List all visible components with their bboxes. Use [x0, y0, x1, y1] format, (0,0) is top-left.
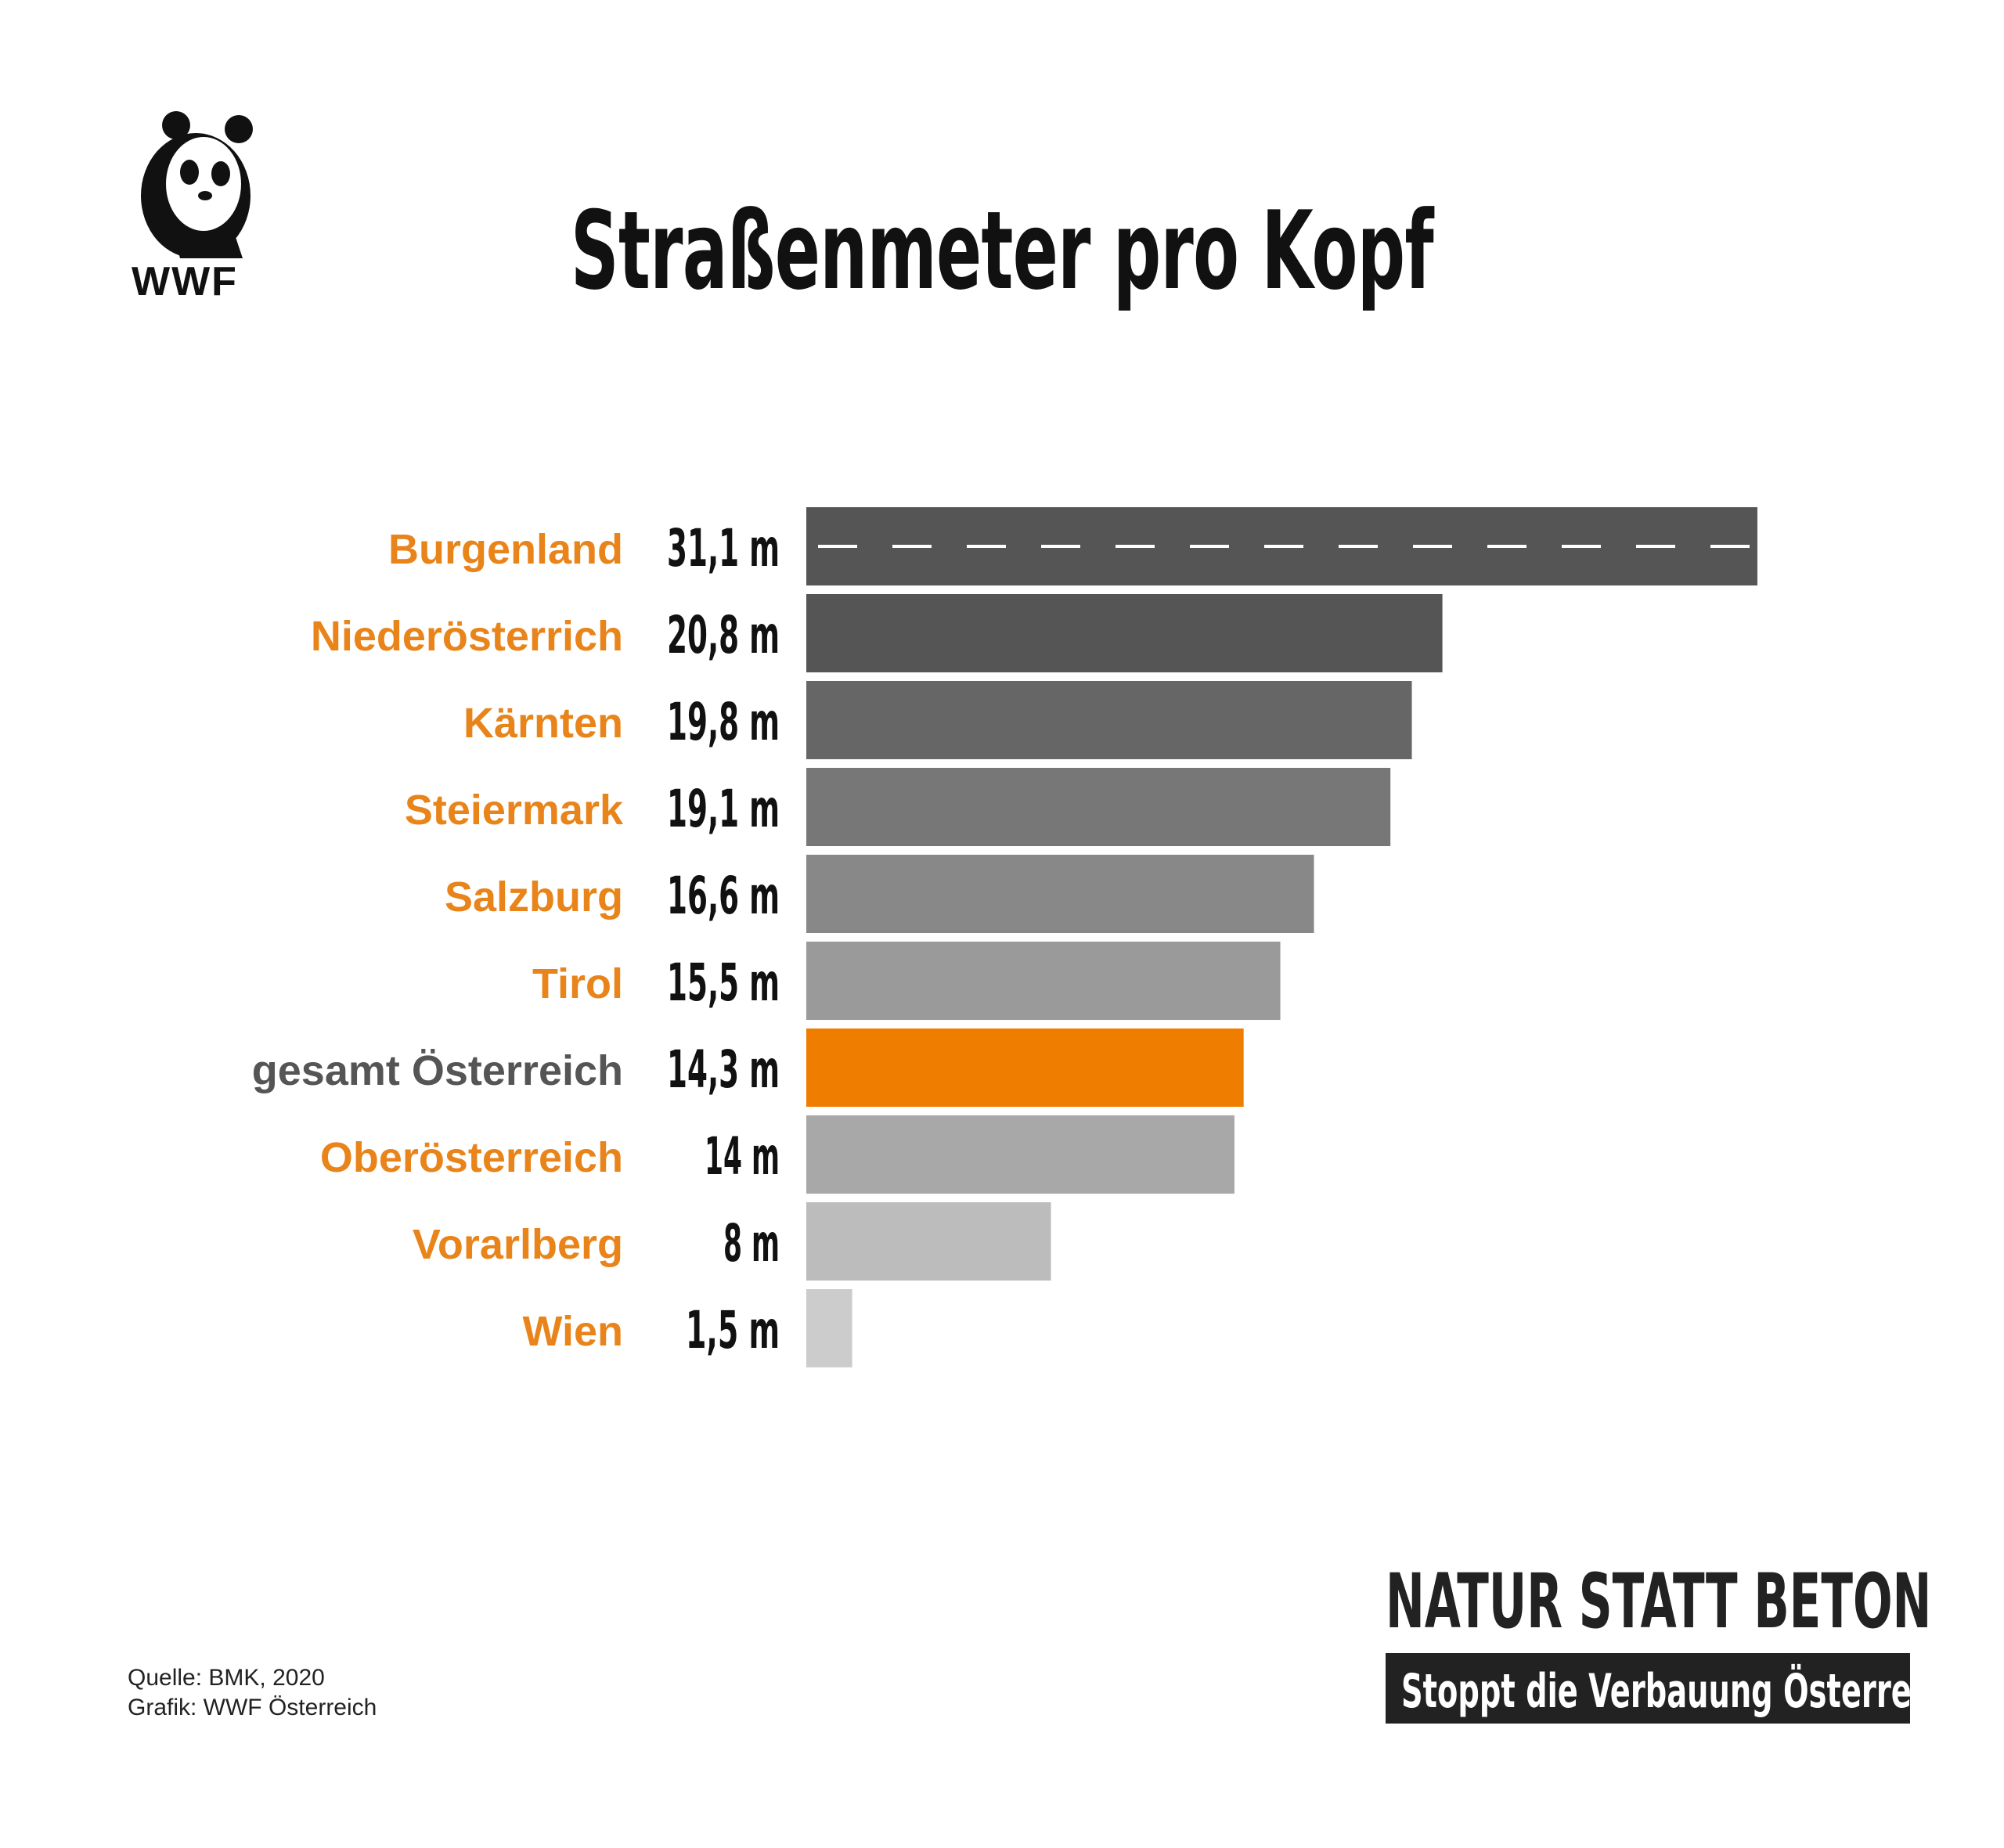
bar-2 — [806, 681, 1412, 759]
bar-chart: Burgenland 31,1 m Niederösterrich 20,8 m Kär… — [252, 507, 1757, 1367]
footer-source: Quelle: BMK, 2020 Grafik: WWF Österreich — [128, 1663, 377, 1723]
value-label: 31,1 m — [667, 518, 780, 578]
value-label: 19,8 m — [667, 692, 780, 752]
road-dash — [1190, 545, 1229, 548]
category-label: Wien — [522, 1308, 623, 1355]
category-label: Salzburg — [445, 874, 623, 920]
road-dash — [818, 545, 857, 548]
road-dash — [1116, 545, 1155, 548]
category-label: gesamt Österreich — [252, 1047, 623, 1094]
road-dash — [1413, 545, 1452, 548]
chart-title: Straßenmeter pro Kopf — [570, 188, 1434, 314]
panda-icon — [141, 111, 253, 258]
campaign-slogan: NATUR STATT BETON — [1386, 1558, 1932, 1645]
road-dash — [1562, 545, 1601, 548]
source-text: Quelle: BMK, 2020 — [128, 1665, 325, 1691]
value-label: 14 m — [705, 1126, 780, 1187]
wwf-logo-text: WWF — [132, 259, 238, 304]
category-label: Oberösterreich — [320, 1134, 623, 1181]
bar-3 — [806, 768, 1391, 846]
campaign-tagline: Stoppt die Verbauung Österreichs! — [1401, 1664, 1993, 1719]
road-dash — [892, 545, 932, 548]
value-label: 14,3 m — [667, 1039, 780, 1100]
bar-1 — [806, 594, 1443, 672]
category-label: Tirol — [532, 960, 623, 1007]
value-label: 1,5 m — [686, 1300, 780, 1360]
tagline-box — [1386, 1653, 1910, 1724]
road-dash — [967, 545, 1006, 548]
road-dash — [1264, 545, 1303, 548]
bar-6 — [806, 1028, 1244, 1107]
wwf-logo: WWF — [125, 110, 266, 304]
value-label: 8 m — [723, 1213, 780, 1273]
value-label: 19,1 m — [667, 779, 780, 839]
bar-8 — [806, 1202, 1051, 1281]
category-label: Niederösterrich — [311, 613, 623, 660]
category-label: Kärnten — [463, 700, 623, 747]
road-dash — [1487, 545, 1526, 548]
road-dash — [1710, 545, 1750, 548]
road-dash — [1339, 545, 1378, 548]
road-dash — [1041, 545, 1080, 548]
bar-4 — [806, 855, 1314, 933]
road-dash — [1636, 545, 1675, 548]
bar-9 — [806, 1289, 852, 1367]
category-label: Steiermark — [405, 787, 624, 834]
value-label: 16,6 m — [667, 866, 780, 926]
bar-5 — [806, 942, 1281, 1020]
category-label: Burgenland — [388, 526, 623, 573]
value-label: 15,5 m — [667, 953, 780, 1013]
credit-text: Grafik: WWF Österreich — [128, 1695, 377, 1720]
category-label: Vorarlberg — [413, 1221, 623, 1268]
bar-7 — [806, 1115, 1234, 1194]
value-label: 20,8 m — [667, 605, 780, 665]
